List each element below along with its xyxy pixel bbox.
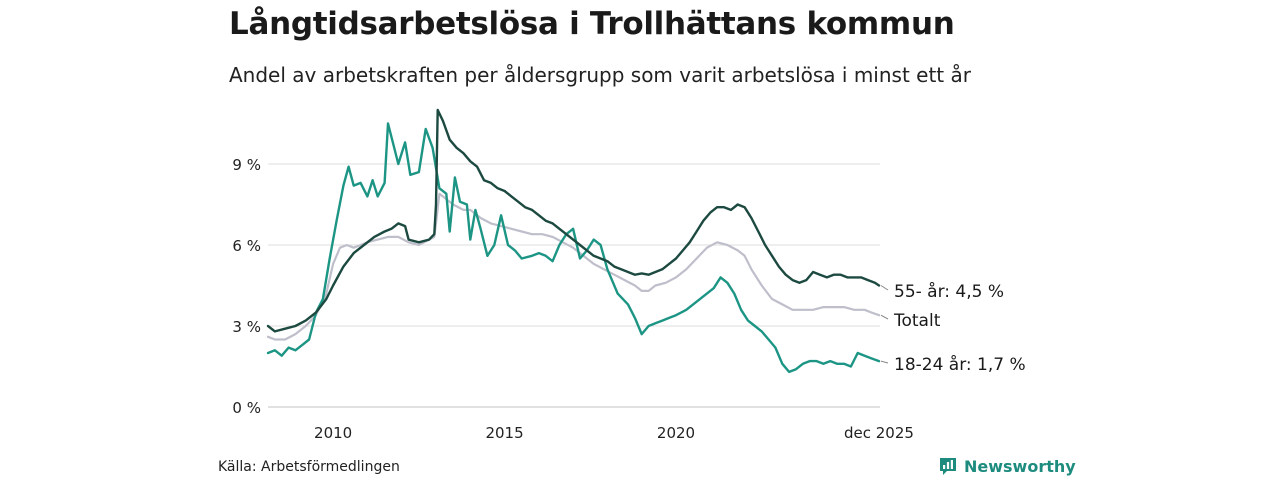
series-end-label: 55- år: 4,5 % <box>894 281 1004 302</box>
x-tick-label: 2015 <box>485 424 523 442</box>
chart-subtitle: Andel av arbetskraften per åldersgrupp s… <box>229 63 971 87</box>
x-tick-label: dec 2025 <box>844 424 914 442</box>
x-axis: 2010 2015 2020 dec 2025 <box>314 424 914 442</box>
series-line-55-r <box>266 108 881 333</box>
brand-name: Newsworthy <box>964 456 1076 476</box>
label-leader <box>880 314 889 320</box>
chart-title: Långtidsarbetslösa i Trollhättans kommun <box>229 6 955 42</box>
series-end-labels: 55- år: 4,5 % Totalt 18-24 år: 1,7 % <box>880 281 1026 375</box>
series-end-label: Totalt <box>893 311 941 331</box>
x-tick-label: 2020 <box>657 424 695 442</box>
source-note: Källa: Arbetsförmedlingen <box>218 459 400 475</box>
gridlines <box>268 163 880 408</box>
series-line-totalt <box>266 192 881 341</box>
series-end-label: 18-24 år: 1,7 % <box>894 354 1026 375</box>
y-tick-label: 0 % <box>232 399 261 417</box>
x-tick-label: 2010 <box>314 424 352 442</box>
bar-chart-icon <box>940 458 956 475</box>
y-tick-label: 9 % <box>232 156 261 174</box>
label-leader <box>880 285 889 291</box>
y-tick-label: 6 % <box>232 237 261 255</box>
label-leader <box>880 360 889 364</box>
series-lines <box>266 108 881 374</box>
series-line-18-24-r <box>266 122 881 374</box>
y-axis: 0 % 3 % 6 % 9 % <box>232 156 261 417</box>
brand-logo[interactable]: Newsworthy <box>938 456 1076 476</box>
y-tick-label: 3 % <box>232 318 261 336</box>
